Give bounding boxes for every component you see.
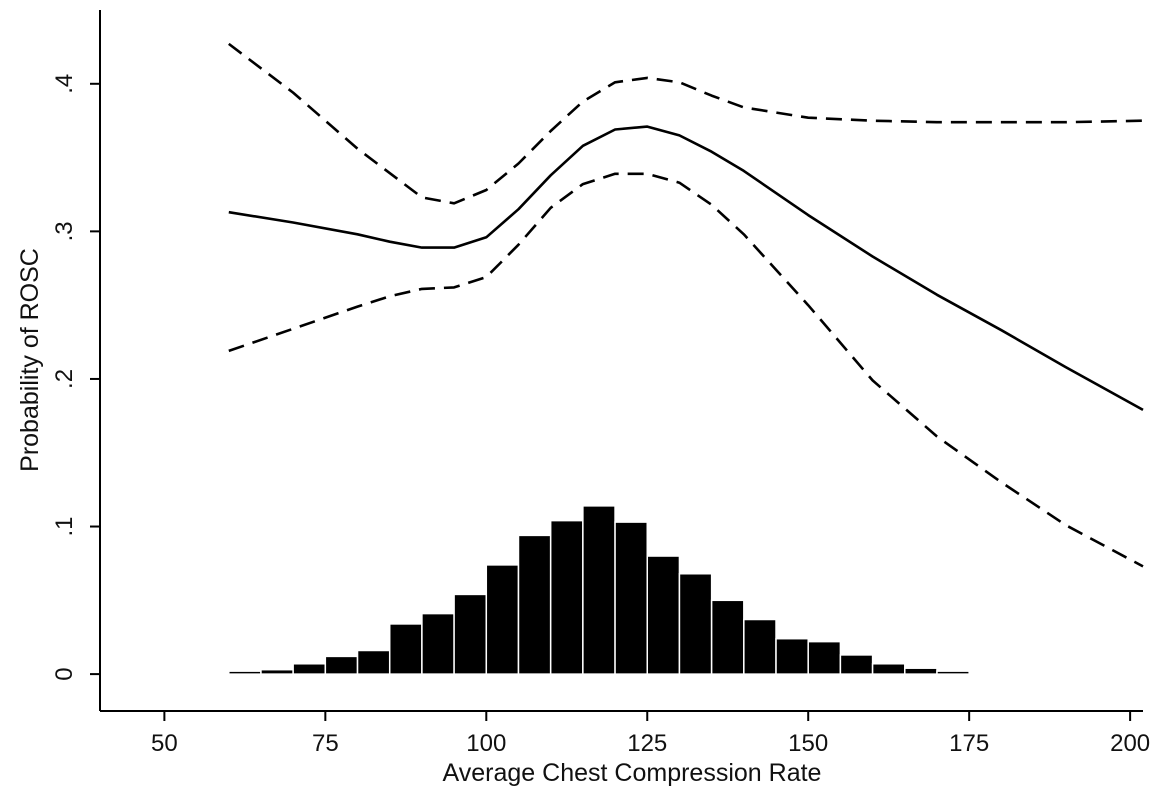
x-ticks: 50 75 100 125 150 175 200: [151, 711, 1150, 757]
histogram-bar: [775, 637, 809, 675]
histogram: [228, 505, 970, 675]
x-tick-label: 75: [312, 730, 339, 757]
x-tick-label: 50: [151, 730, 178, 757]
histogram-bar: [839, 654, 874, 675]
histogram-bar: [549, 519, 584, 675]
histogram-bar: [356, 649, 391, 675]
x-axis-label: Average Chest Compression Rate: [443, 759, 822, 787]
histogram-bar: [485, 564, 520, 675]
histogram-bar: [678, 573, 713, 675]
series-lines: [228, 42, 1144, 568]
confidence-band-line: [228, 172, 1144, 568]
histogram-bar: [324, 655, 359, 675]
histogram-bar: [646, 555, 681, 675]
histogram-bar: [871, 663, 906, 675]
confidence-band-line: [228, 42, 1144, 205]
y-tick-label: .2: [51, 369, 78, 389]
histogram-bar: [388, 623, 423, 675]
estimate-line: [228, 125, 1144, 412]
histogram-bar: [743, 618, 777, 675]
histogram-bar: [292, 663, 327, 675]
histogram-bar: [936, 670, 970, 675]
histogram-bar: [614, 521, 649, 675]
x-tick-label: 125: [627, 730, 667, 757]
y-tick-label: 0: [51, 667, 78, 680]
histogram-bar: [807, 640, 842, 675]
y-tick-label: .3: [51, 221, 78, 241]
histogram-bar: [228, 670, 262, 675]
y-axis-label: Probability of ROSC: [16, 248, 44, 472]
histogram-bar: [260, 668, 294, 675]
y-tick-label: .4: [51, 74, 78, 94]
x-tick-label: 150: [788, 730, 828, 757]
histogram-bar: [710, 599, 745, 675]
x-tick-label: 175: [949, 730, 989, 757]
histogram-bar: [582, 505, 616, 675]
histogram-bar: [453, 593, 488, 675]
x-tick-label: 200: [1110, 730, 1150, 757]
histogram-bar: [904, 667, 938, 675]
y-tick-label: .1: [51, 517, 78, 537]
x-tick-label: 100: [466, 730, 506, 757]
histogram-bar: [517, 534, 552, 675]
y-ticks: 0 .1 .2 .3 .4: [51, 74, 100, 681]
histogram-bar: [421, 612, 455, 675]
